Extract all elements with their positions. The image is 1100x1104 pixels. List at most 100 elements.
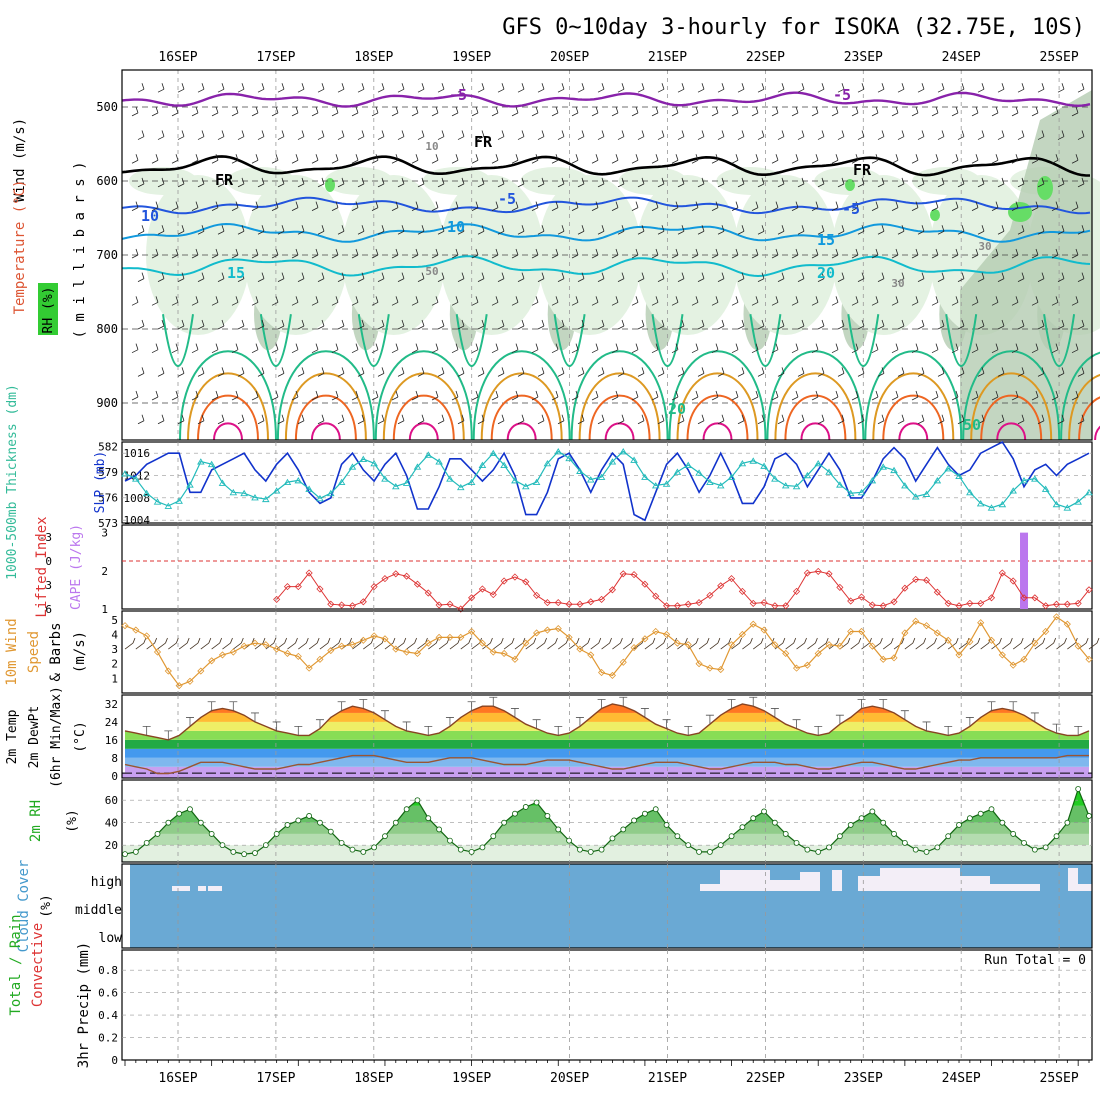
wind-barb bbox=[651, 296, 659, 306]
wind-barb bbox=[757, 319, 765, 330]
wind-barb bbox=[731, 154, 739, 164]
wind-barb bbox=[357, 177, 365, 188]
wind-barb bbox=[971, 154, 979, 164]
li-point bbox=[1085, 586, 1093, 594]
wind-barb bbox=[137, 414, 145, 425]
li-point bbox=[749, 599, 757, 607]
wind-barb bbox=[271, 296, 279, 306]
thickness-point bbox=[142, 489, 151, 497]
thickness-point bbox=[413, 463, 422, 470]
isotherm-dome bbox=[604, 422, 635, 441]
isotherm-label: FR bbox=[215, 171, 234, 189]
isotherm-label: FR bbox=[853, 161, 872, 179]
li-point bbox=[283, 583, 292, 591]
wind-barb bbox=[551, 154, 559, 164]
wind-barb bbox=[137, 319, 145, 330]
wind-barb bbox=[651, 343, 659, 354]
wind-barb bbox=[1011, 248, 1019, 259]
li-point bbox=[663, 602, 671, 610]
thickness-point bbox=[294, 476, 303, 484]
wind-barb bbox=[871, 201, 879, 211]
thickness-point bbox=[944, 465, 952, 472]
wind-barb bbox=[811, 390, 819, 401]
rh-point bbox=[132, 848, 139, 855]
run-total-label: Run Total = 0 bbox=[984, 953, 1086, 968]
rh-point bbox=[826, 844, 832, 851]
wind-barb bbox=[411, 154, 419, 164]
wind-barb bbox=[391, 296, 399, 306]
wind-speed-point bbox=[933, 629, 941, 637]
surface-wind-barb bbox=[168, 637, 179, 650]
wind-barb bbox=[617, 272, 625, 282]
thickness-point bbox=[976, 500, 985, 507]
wind-barb bbox=[677, 225, 685, 235]
wind-barb bbox=[351, 343, 359, 354]
wind-barb bbox=[577, 319, 585, 330]
wind-barb bbox=[1037, 414, 1045, 425]
isotherm-label: 20 bbox=[817, 264, 835, 282]
wind-barb bbox=[491, 390, 499, 401]
isotherm-label: 15 bbox=[817, 231, 835, 249]
thickness-point bbox=[868, 476, 877, 484]
rh-point bbox=[512, 810, 518, 817]
thickness-point bbox=[987, 504, 996, 511]
wind-barb bbox=[1011, 296, 1019, 306]
cloud-clear-patch bbox=[208, 886, 222, 891]
wind-barb bbox=[177, 319, 185, 330]
rh-point bbox=[923, 848, 930, 855]
wind-barb bbox=[431, 154, 439, 164]
wind-speed-point bbox=[847, 627, 855, 636]
li-point bbox=[1063, 600, 1071, 608]
isotherm-dome bbox=[1060, 351, 1100, 441]
thickness-point bbox=[597, 473, 606, 480]
rh-point bbox=[555, 826, 562, 833]
temp-band bbox=[125, 748, 1089, 758]
ylabel-rh-unit: (%) bbox=[65, 809, 80, 832]
isotherm-label: 15 bbox=[227, 264, 245, 282]
wind-barb bbox=[791, 390, 799, 401]
ylabel-slp: SLP (mb) bbox=[93, 451, 108, 514]
temp-minmax-bar bbox=[510, 708, 519, 718]
rh-point bbox=[295, 817, 302, 824]
li-point bbox=[478, 585, 487, 593]
wind-barb bbox=[837, 177, 845, 188]
wind-speed-point bbox=[684, 641, 692, 649]
wind-barb bbox=[351, 390, 359, 401]
wind-barb bbox=[191, 201, 199, 211]
wind-barb bbox=[657, 83, 665, 93]
wind-barb bbox=[151, 248, 159, 259]
temp-minmax-bar bbox=[359, 699, 368, 709]
wind-barb bbox=[217, 367, 225, 377]
wind-speed-point bbox=[598, 668, 606, 677]
temp-tick-label: 0 bbox=[111, 770, 118, 783]
thickness-point bbox=[370, 459, 378, 467]
rh-point bbox=[219, 842, 226, 849]
rh-point bbox=[977, 810, 984, 817]
wind-barb bbox=[277, 177, 285, 188]
wind-barb bbox=[477, 272, 485, 282]
wind-barb bbox=[951, 248, 959, 259]
wind-barb bbox=[937, 225, 945, 235]
ylabel-thickness: 1000-500mb Thickness (dm) bbox=[5, 384, 20, 580]
wind-barb bbox=[591, 201, 599, 211]
wind-speed-point bbox=[738, 630, 746, 638]
wind-barb bbox=[477, 83, 485, 93]
thickness-point bbox=[521, 482, 530, 490]
wind-barb bbox=[151, 390, 159, 401]
wind-barb bbox=[957, 177, 965, 188]
wind-speed-point bbox=[338, 642, 346, 650]
wind-barb bbox=[897, 130, 905, 140]
wind-barb bbox=[757, 367, 765, 377]
wind-tick-label: 3 bbox=[111, 643, 118, 656]
temp-minmax-bar bbox=[857, 699, 866, 709]
wind-speed-point bbox=[987, 636, 996, 644]
wind-barb bbox=[311, 201, 319, 211]
wind-barb bbox=[797, 319, 805, 330]
wind-barb bbox=[631, 201, 639, 211]
rh-point bbox=[956, 822, 962, 828]
wind-barb bbox=[511, 296, 519, 306]
wind-barb bbox=[637, 83, 645, 93]
isotherm-dome bbox=[996, 422, 1027, 441]
wind-barb bbox=[697, 225, 705, 235]
wind-speed-point bbox=[348, 641, 357, 649]
